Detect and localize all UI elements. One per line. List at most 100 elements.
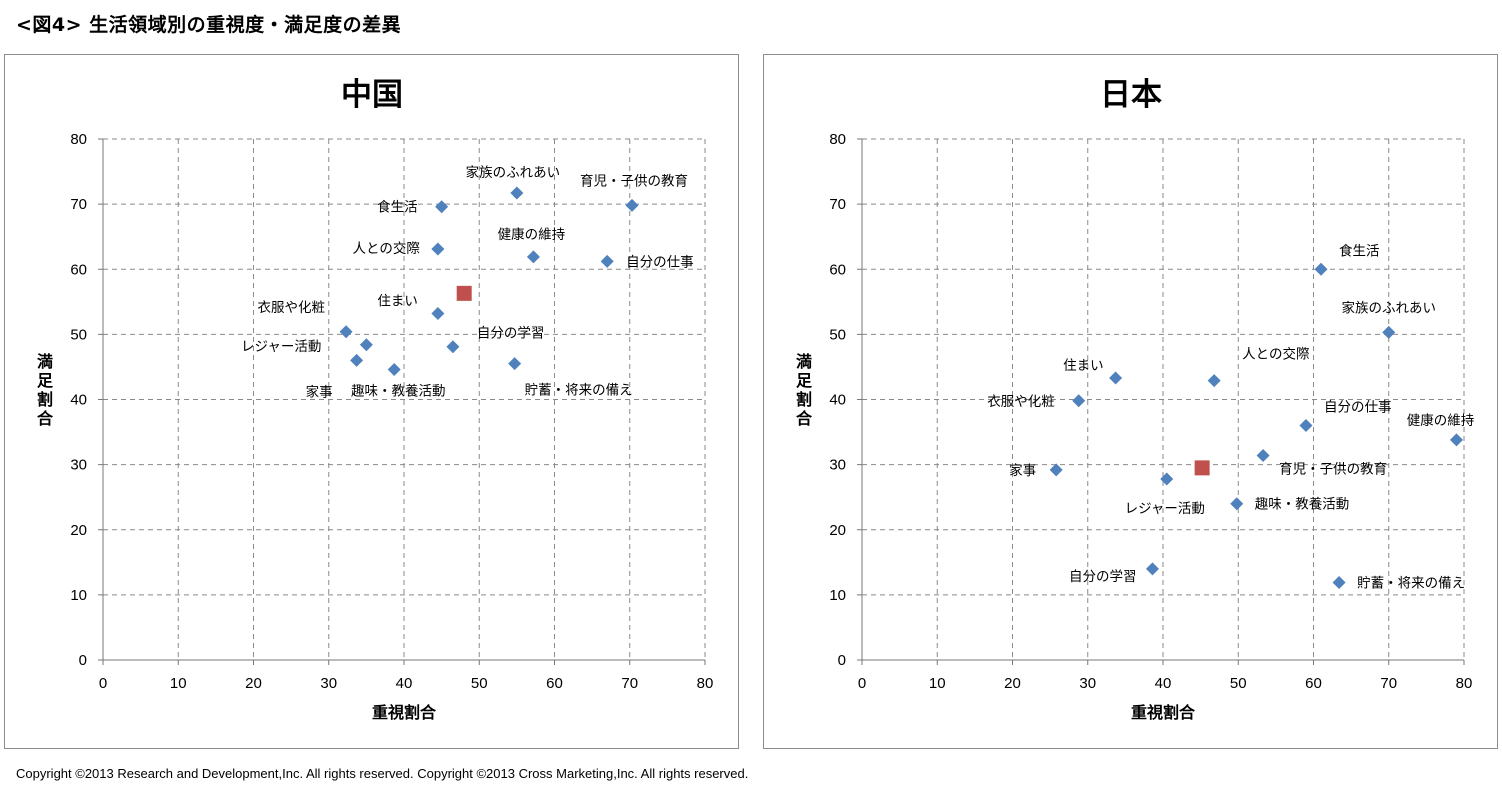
- x-tick-label: 0: [99, 675, 107, 692]
- chart-title: 日本: [1100, 77, 1162, 113]
- data-point-label: 貯蓄・将来の備え: [1357, 576, 1465, 592]
- y-tick-label: 30: [829, 457, 846, 474]
- x-axis-title: 重視割合: [1131, 703, 1196, 722]
- data-point: [350, 353, 364, 367]
- data-point: [1382, 325, 1396, 339]
- data-point-label: 食生活: [377, 199, 418, 216]
- y-axis-title: 満足割合: [796, 352, 813, 428]
- y-tick-label: 40: [70, 392, 87, 409]
- data-point-label: 自分の学習: [477, 326, 544, 342]
- x-tick-label: 30: [1079, 675, 1096, 692]
- x-tick-label: 20: [245, 675, 262, 692]
- chart-panel-japan: 日本 0 10 20 30 40 50 60 70 80 0 10 20 30 40 50 60 70 80 重視割合…: [763, 54, 1498, 749]
- data-point-label: 家族のふれあい: [1342, 299, 1437, 316]
- figure-title: <図4> 生活領域別の重視度・満足度の差異: [16, 14, 402, 36]
- x-tick-label: 60: [546, 675, 563, 692]
- y-tick-label: 10: [70, 587, 87, 604]
- y-tick-label: 80: [829, 131, 846, 148]
- data-point: [1207, 374, 1221, 388]
- y-tick-label: 20: [829, 522, 846, 539]
- data-point: [1160, 472, 1174, 486]
- x-tick-label: 20: [1004, 675, 1021, 692]
- scatter-chart-japan: 日本 0 10 20 30 40 50 60 70 80 0 10 20 30 40 50 60 70 80 重視割合…: [796, 77, 1475, 722]
- data-point-label: 人との交際: [352, 240, 420, 257]
- scatter-chart-china: 中国 0 10 20 30 40 50 60 70 80 0 10 20 30 40 50 60 70 80 重視割合…: [37, 77, 714, 722]
- x-tick-label: 50: [1230, 675, 1247, 692]
- x-tick-label: 70: [621, 675, 638, 692]
- data-point-label: 衣服や化粧: [258, 300, 326, 316]
- x-tick-label: 50: [471, 675, 488, 692]
- x-tick-label: 0: [858, 675, 866, 692]
- data-point: [510, 186, 524, 200]
- y-tick-label: 70: [829, 196, 846, 213]
- data-point: [508, 357, 522, 371]
- x-axis-title: 重視割合: [372, 703, 437, 722]
- copyright-text: Copyright ©2013 Research and Development…: [16, 766, 749, 781]
- data-point: [1256, 449, 1270, 463]
- data-point-label: 住まい: [377, 294, 418, 310]
- data-point-label: 住まい: [1063, 358, 1104, 374]
- x-tick-label: 70: [1380, 675, 1397, 692]
- data-point: [1449, 433, 1463, 447]
- data-point: [435, 200, 449, 214]
- data-point-label: 健康の維持: [498, 226, 566, 243]
- data-point-label: 貯蓄・将来の備え: [525, 383, 633, 399]
- data-point-label: 自分の学習: [1069, 569, 1137, 585]
- x-tick-label: 80: [1456, 675, 1473, 692]
- chart-title: 中国: [341, 77, 403, 113]
- x-tick-label: 80: [697, 675, 714, 692]
- y-tick-label: 30: [70, 457, 87, 474]
- data-point: [359, 338, 373, 352]
- data-point: [1145, 562, 1159, 576]
- data-point-label: 趣味・教養活動: [1255, 496, 1350, 513]
- data-point: [339, 325, 353, 339]
- data-point: [1332, 576, 1346, 590]
- data-point: [1072, 394, 1086, 408]
- data-point: [1109, 371, 1123, 385]
- x-tick-label: 60: [1305, 675, 1322, 692]
- data-point: [431, 242, 445, 256]
- data-point-label: 家事: [1009, 462, 1036, 479]
- x-tick-label: 40: [396, 675, 413, 692]
- data-point-label: レジャー活動: [1125, 501, 1205, 517]
- y-tick-label: 20: [70, 522, 87, 539]
- data-point: [526, 250, 540, 264]
- average-point: [1194, 460, 1210, 476]
- data-point-label: 健康の維持: [1407, 412, 1475, 429]
- data-point-label: 家族のふれあい: [466, 164, 561, 181]
- y-tick-label: 40: [829, 392, 846, 409]
- x-tick-label: 10: [170, 675, 187, 692]
- y-tick-label: 10: [829, 587, 846, 604]
- data-point-label: 育児・子供の教育: [1279, 462, 1387, 478]
- data-point-label: 自分の仕事: [626, 254, 694, 270]
- x-tick-label: 10: [929, 675, 946, 692]
- y-tick-label: 60: [70, 261, 87, 278]
- average-point: [456, 285, 472, 301]
- data-point: [446, 340, 460, 354]
- y-axis-title: 満足割合: [37, 352, 54, 428]
- data-point-label: 人との交際: [1242, 346, 1310, 363]
- data-point-label: 趣味・教養活動: [351, 383, 446, 400]
- data-point: [1049, 463, 1063, 477]
- y-tick-label: 60: [829, 261, 846, 278]
- data-point: [600, 254, 614, 268]
- y-tick-label: 70: [70, 196, 87, 213]
- data-point-label: 自分の仕事: [1324, 400, 1392, 416]
- data-point: [1314, 262, 1328, 276]
- data-point-label: 食生活: [1339, 242, 1380, 259]
- x-tick-label: 30: [320, 675, 337, 692]
- y-tick-label: 0: [79, 652, 87, 669]
- data-point-label: 衣服や化粧: [987, 394, 1055, 410]
- data-point: [625, 198, 639, 212]
- data-point-label: レジャー活動: [241, 339, 321, 355]
- data-point: [387, 363, 401, 377]
- data-point-label: 家事: [306, 383, 333, 400]
- y-tick-label: 50: [70, 326, 87, 343]
- y-tick-label: 50: [829, 326, 846, 343]
- data-point-label: 育児・子供の教育: [580, 173, 688, 189]
- chart-panel-china: 中国 0 10 20 30 40 50 60 70 80 0 10 20 30 40 50 60 70 80 重視割合…: [4, 54, 739, 749]
- data-point: [1230, 497, 1244, 511]
- data-point: [1299, 419, 1313, 433]
- y-tick-label: 0: [838, 652, 846, 669]
- data-point: [431, 307, 445, 321]
